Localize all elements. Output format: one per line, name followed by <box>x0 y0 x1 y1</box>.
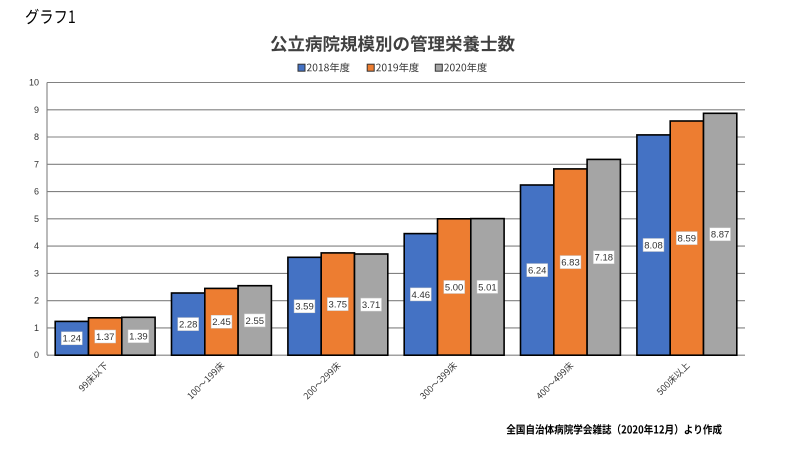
svg-text:5.01: 5.01 <box>478 282 497 293</box>
svg-text:1.37: 1.37 <box>96 332 115 343</box>
svg-text:2: 2 <box>34 296 39 306</box>
svg-text:8: 8 <box>34 132 39 142</box>
svg-text:7.18: 7.18 <box>595 253 614 264</box>
svg-text:2.45: 2.45 <box>212 317 231 328</box>
svg-text:1.39: 1.39 <box>129 332 148 343</box>
svg-text:9: 9 <box>34 105 39 115</box>
svg-text:3.71: 3.71 <box>362 300 381 311</box>
svg-text:10: 10 <box>29 78 39 88</box>
svg-text:2.28: 2.28 <box>179 320 198 331</box>
svg-text:8.59: 8.59 <box>678 234 697 245</box>
svg-text:4.46: 4.46 <box>412 290 431 301</box>
svg-text:2.55: 2.55 <box>246 316 265 327</box>
svg-text:1: 1 <box>34 323 39 333</box>
svg-text:6.24: 6.24 <box>528 266 547 277</box>
svg-text:3.75: 3.75 <box>329 300 348 311</box>
svg-text:3.59: 3.59 <box>295 302 314 313</box>
svg-text:6: 6 <box>34 187 39 197</box>
svg-text:7: 7 <box>34 159 39 169</box>
svg-text:6.83: 6.83 <box>561 258 580 269</box>
svg-text:8.08: 8.08 <box>644 240 663 251</box>
svg-text:0: 0 <box>34 350 39 360</box>
svg-text:5.00: 5.00 <box>445 282 464 293</box>
svg-text:8.87: 8.87 <box>711 230 730 241</box>
svg-text:3: 3 <box>34 268 39 278</box>
svg-text:4: 4 <box>34 241 39 251</box>
svg-text:1.24: 1.24 <box>63 334 82 345</box>
svg-text:5: 5 <box>34 214 39 224</box>
